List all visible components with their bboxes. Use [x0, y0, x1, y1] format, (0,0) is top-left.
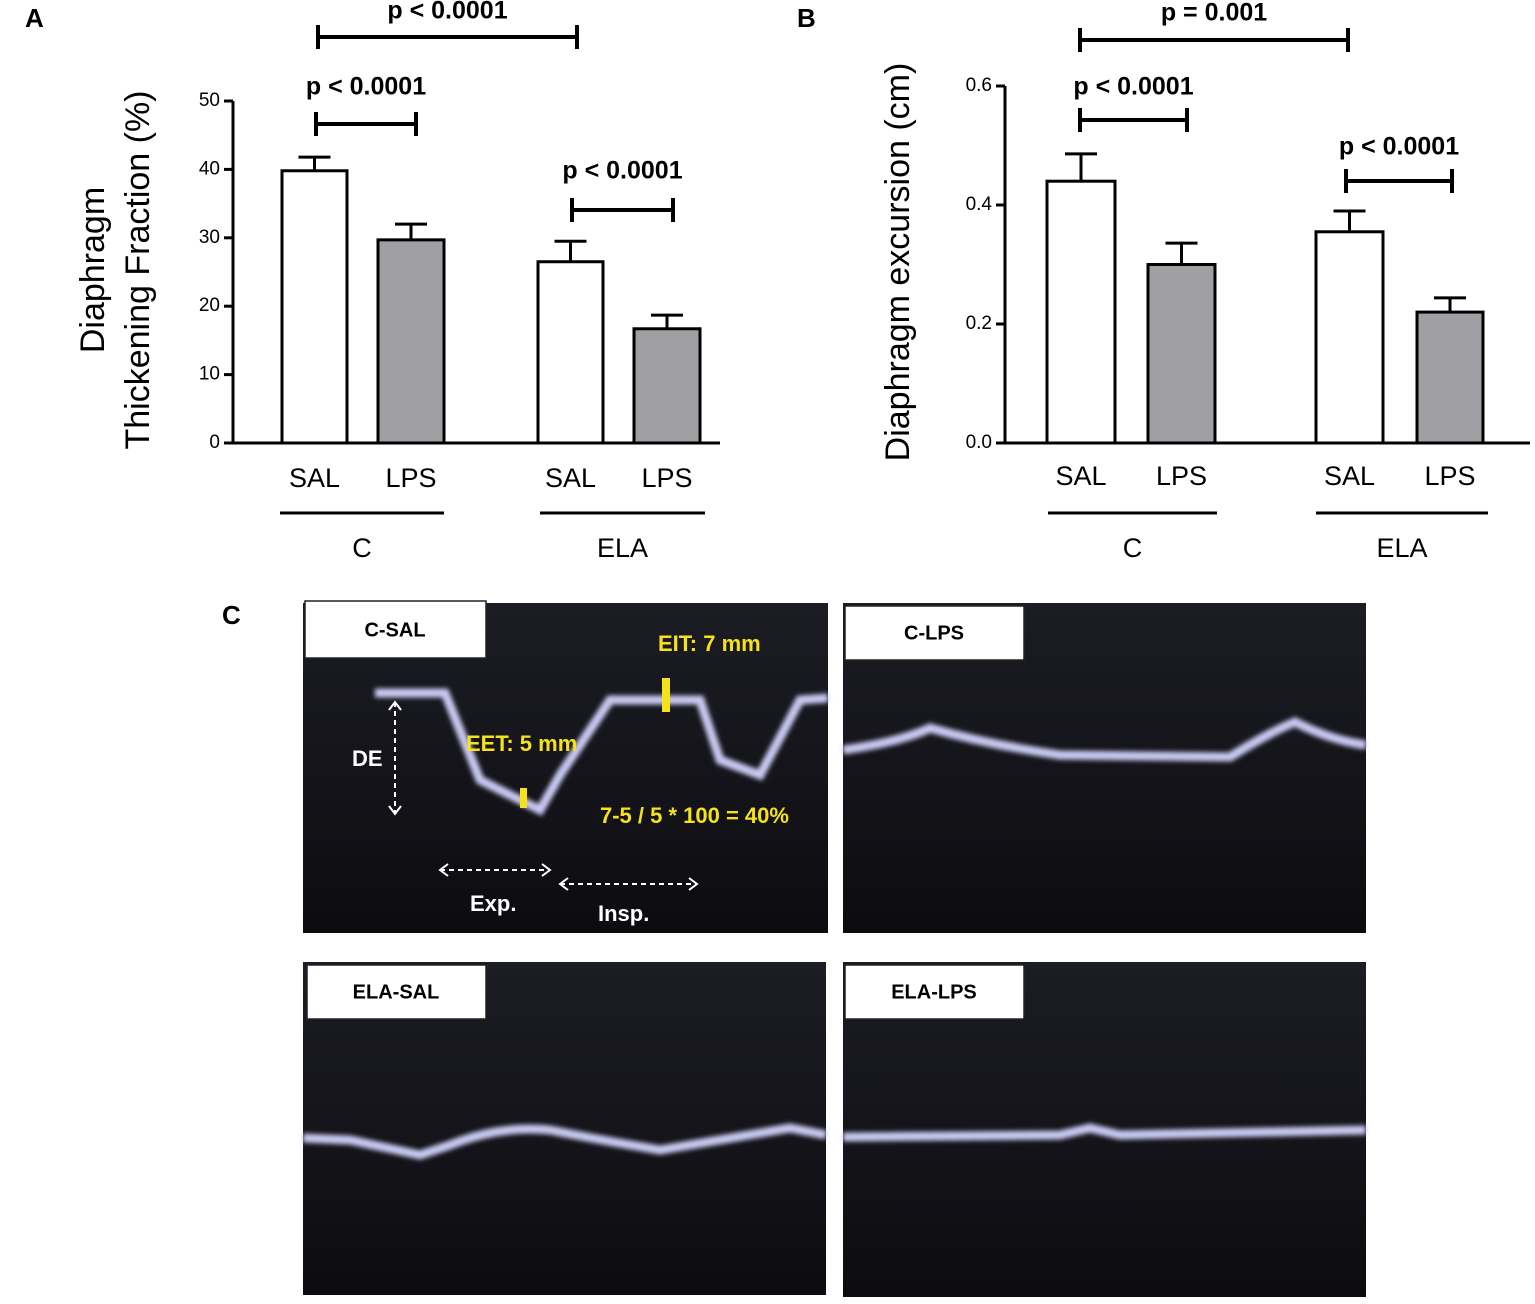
- group-label: ELA: [597, 533, 648, 563]
- p-value: p = 0.001: [1161, 0, 1267, 27]
- y-tick-label: 20: [199, 295, 220, 316]
- x-tick-label: LPS: [1156, 461, 1207, 491]
- image-annotation: Exp.: [470, 891, 516, 916]
- y-axis-label: Diaphragm excursion (cm): [879, 63, 917, 462]
- image-annotation: EIT: 7 mm: [658, 631, 761, 656]
- significance-bracket: [316, 25, 579, 49]
- image-annotation: 7-5 / 5 * 100 = 40%: [600, 803, 789, 828]
- p-value: p < 0.0001: [562, 157, 682, 185]
- image-annotation: DE: [352, 746, 383, 771]
- image-label: C-SAL: [364, 619, 425, 641]
- y-tick-label: 30: [199, 227, 220, 248]
- image-label: ELA-LPS: [891, 981, 977, 1003]
- group-label: ELA: [1376, 533, 1427, 563]
- y-tick-label: 0.4: [966, 194, 993, 215]
- x-tick-label: SAL: [545, 463, 596, 493]
- p-value: p < 0.0001: [1073, 73, 1193, 101]
- echo-lines: [302, 688, 1367, 1160]
- x-tick-label: SAL: [1324, 461, 1375, 491]
- x-tick-label: SAL: [1055, 461, 1106, 491]
- bar: [536, 260, 605, 445]
- x-tick-label: LPS: [385, 463, 436, 493]
- x-tick-label: LPS: [641, 463, 692, 493]
- image-annotation: EET: 5 mm: [466, 731, 577, 756]
- bar: [1045, 179, 1117, 445]
- y-tick-label: 40: [199, 158, 220, 179]
- bar: [1415, 310, 1485, 445]
- y-axis-label: Thickening Fraction (%): [119, 90, 157, 449]
- y-tick-label: 10: [199, 364, 220, 385]
- image-annotation: Insp.: [598, 901, 649, 926]
- bar: [280, 169, 349, 445]
- y-tick-label: 0.0: [966, 432, 992, 453]
- bar: [1314, 230, 1385, 445]
- label-boxes: [304, 600, 1025, 1020]
- panel-label: B: [797, 3, 816, 33]
- image-label: ELA-SAL: [353, 981, 440, 1003]
- significance-bracket: [570, 198, 675, 222]
- y-tick-label: 0: [209, 432, 220, 453]
- significance-bracket: [1078, 28, 1350, 52]
- significance-bracket: [1078, 108, 1189, 132]
- panel-label: C: [222, 600, 241, 630]
- eit-marker: [662, 678, 670, 712]
- group-label: C: [352, 533, 372, 563]
- image-label: C-LPS: [904, 622, 964, 644]
- p-value: p < 0.0001: [387, 0, 507, 25]
- significance-bracket: [1344, 169, 1454, 193]
- significance-bracket: [314, 112, 418, 136]
- arrows: [388, 700, 699, 891]
- group-label: C: [1123, 533, 1143, 563]
- y-tick-label: 50: [199, 90, 220, 111]
- p-value: p < 0.0001: [1339, 133, 1459, 161]
- eet-marker: [520, 788, 527, 808]
- bar: [1146, 263, 1217, 445]
- bar: [632, 327, 702, 445]
- p-value: p < 0.0001: [306, 73, 426, 101]
- y-tick-label: 0.2: [966, 313, 992, 334]
- x-tick-label: SAL: [289, 463, 340, 493]
- bar: [376, 238, 446, 445]
- y-axis-label: Diaphragm: [74, 187, 112, 353]
- y-tick-label: 0.6: [966, 75, 992, 96]
- panel-label: A: [25, 3, 44, 33]
- x-tick-label: LPS: [1424, 461, 1475, 491]
